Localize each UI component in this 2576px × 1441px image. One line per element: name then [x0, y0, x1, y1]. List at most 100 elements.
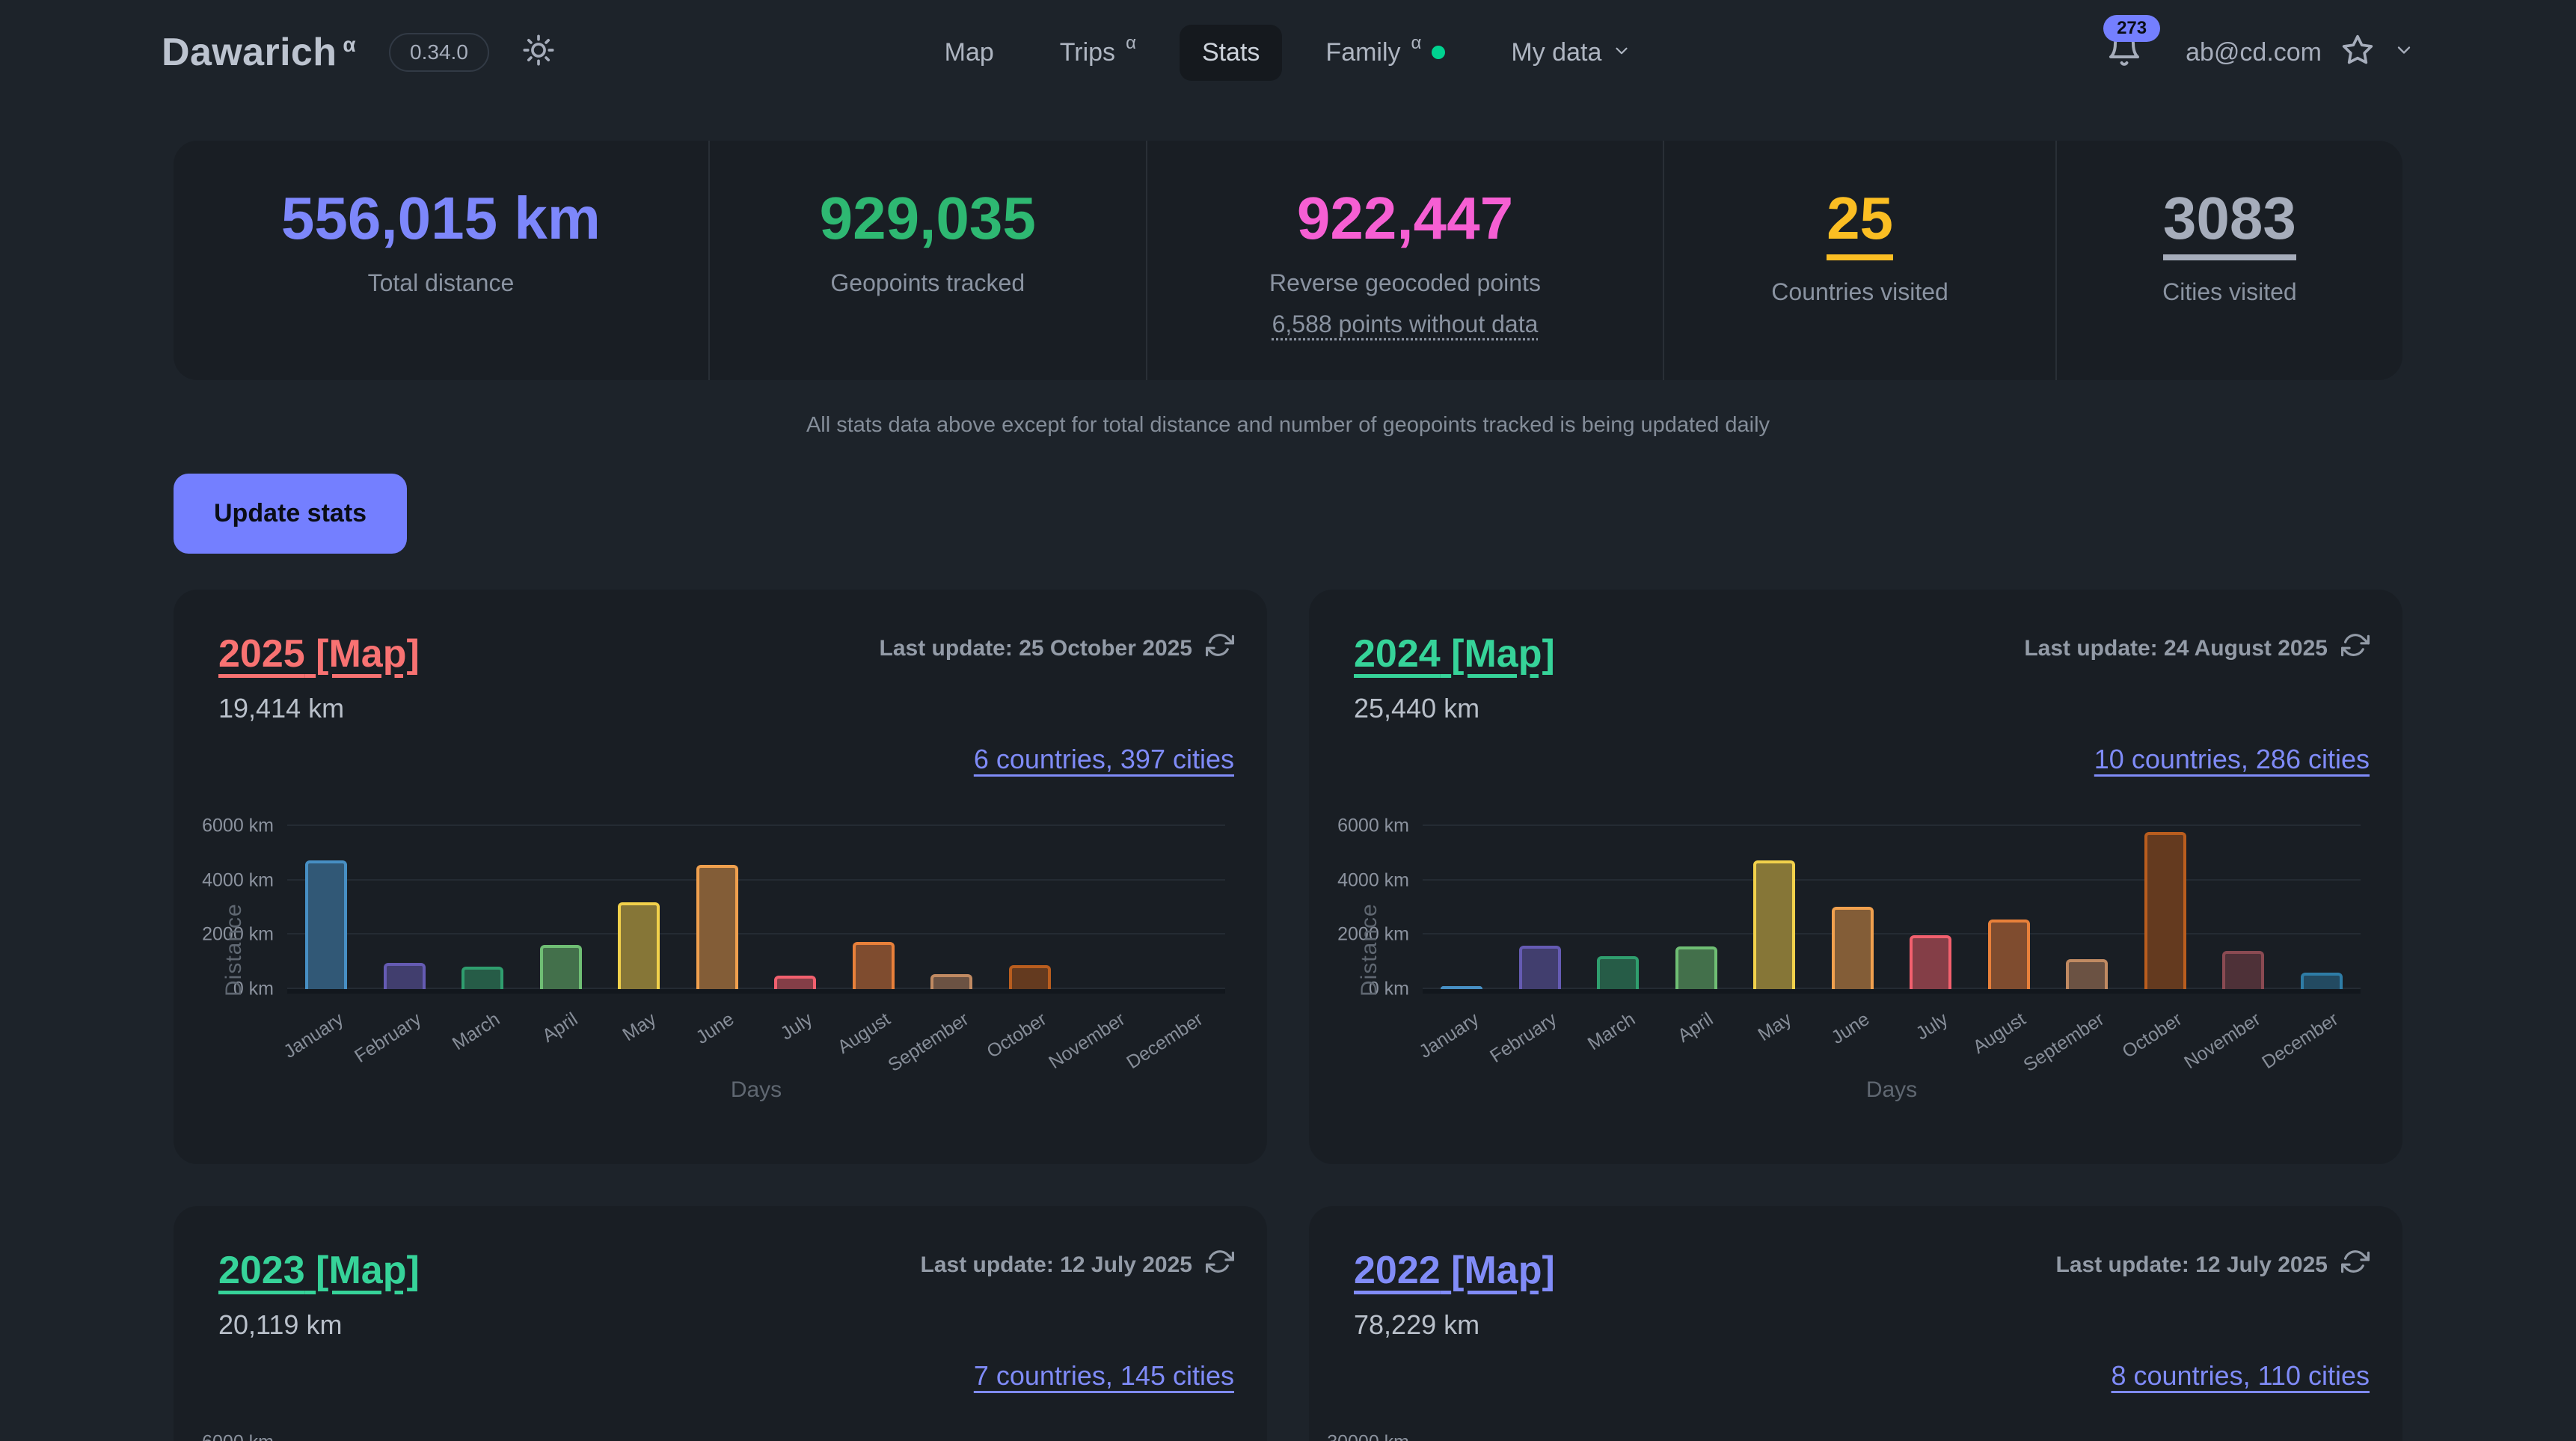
x-axis-tick: November [2180, 1009, 2265, 1074]
bar-july[interactable] [774, 976, 817, 989]
x-axis-tick: December [1123, 1009, 1207, 1074]
update-stats-button[interactable]: Update stats [174, 474, 408, 554]
stat-value: 25 [1827, 186, 1894, 260]
bar-april[interactable] [1675, 946, 1717, 989]
y-axis-tick: 6000 km [202, 1432, 274, 1441]
distance-bar-chart: 0 km10000 km20000 km30000 kmJanuaryFebru… [1327, 1401, 2370, 1441]
stat-value: 3083 [2162, 186, 2296, 260]
last-update-text: Last update: 25 October 2025 [879, 636, 1192, 661]
x-axis-tick: May [1754, 1009, 1796, 1046]
x-axis-tick: May [619, 1009, 660, 1046]
bar-october[interactable] [1008, 964, 1051, 989]
sun-icon [522, 34, 555, 72]
last-update-text: Last update: 12 July 2025 [920, 1252, 1193, 1277]
gridline [1423, 988, 2361, 989]
bar-december[interactable] [2300, 972, 2343, 989]
y-axis-tick: 0 km [1368, 978, 1409, 1000]
year-card-2024: 2024 [Map] Last update: 24 August 2025 2… [1309, 590, 2402, 1164]
stat-label: Reverse geocoded points [1269, 269, 1541, 296]
favorites-button[interactable] [2341, 34, 2374, 72]
stat-label: Countries visited [1771, 278, 1948, 305]
y-axis-tick: 6000 km [202, 815, 274, 836]
x-axis-tick: April [539, 1009, 582, 1047]
nav-item-trips[interactable]: Trips α [1037, 25, 1159, 81]
nav-item-family[interactable]: Family α [1303, 25, 1468, 81]
bar-september[interactable] [2066, 959, 2109, 989]
x-axis-tick: September [884, 1009, 973, 1077]
stat-cities-visited: 3083 Cities visited [2055, 141, 2402, 380]
refresh-icon[interactable] [2341, 1248, 2370, 1282]
user-menu-button[interactable] [2393, 40, 2414, 66]
countries-cities-link[interactable]: 8 countries, 110 cities [2111, 1360, 2370, 1391]
gridline [1423, 824, 2361, 826]
bar-may[interactable] [1753, 860, 1796, 989]
x-axis-tick: April [1674, 1009, 1717, 1047]
y-axis-title: Distance [1357, 903, 1381, 997]
refresh-icon[interactable] [1206, 1248, 1234, 1282]
bar-february[interactable] [1518, 945, 1561, 989]
notifications-button[interactable]: 273 [2103, 15, 2161, 73]
stat-value: 556,015 km [280, 185, 601, 251]
refresh-icon[interactable] [1206, 631, 1234, 666]
stat-label: Total distance [367, 269, 515, 296]
bar-october[interactable] [2144, 832, 2186, 989]
bar-august[interactable] [852, 942, 895, 989]
nav-item-stats[interactable]: Stats [1179, 24, 1283, 81]
year-distance: 19,414 km [218, 693, 345, 723]
bar-september[interactable] [930, 974, 973, 989]
main-nav: Map Trips α Stats Family α My data [922, 24, 1655, 81]
year-map-link[interactable]: 2024 [Map] [1354, 632, 1555, 676]
x-axis-tick: October [983, 1009, 1051, 1062]
x-axis-tick: December [2258, 1009, 2343, 1074]
countries-cities-link[interactable]: 7 countries, 145 cities [973, 1360, 1234, 1391]
x-axis-tick: August [1969, 1009, 2030, 1058]
bar-june[interactable] [1831, 906, 1874, 989]
year-map-link[interactable]: 2023 [Map] [218, 1249, 420, 1292]
gridline [287, 824, 1225, 826]
year-distance: 25,440 km [1354, 693, 1480, 723]
notification-count-badge: 273 [2103, 15, 2161, 42]
brand-logo[interactable]: Dawarich α [162, 31, 357, 74]
last-update-text: Last update: 24 August 2025 [2024, 636, 2328, 661]
x-axis-title: Days [730, 1077, 782, 1102]
gridline [1423, 933, 2361, 935]
theme-toggle-button[interactable] [522, 34, 555, 72]
bar-april[interactable] [539, 945, 582, 989]
x-axis-title: Days [1865, 1077, 1918, 1102]
bar-january[interactable] [1441, 985, 1483, 989]
bar-march[interactable] [461, 967, 504, 989]
x-axis-tick: January [280, 1009, 348, 1062]
family-online-dot [1432, 46, 1446, 59]
bar-november[interactable] [2222, 950, 2265, 989]
chevron-down-icon [2393, 40, 2414, 66]
countries-cities-link[interactable]: 10 countries, 286 cities [2094, 744, 2370, 774]
bar-january[interactable] [305, 860, 348, 989]
points-without-data-link[interactable]: 6,588 points without data [1272, 310, 1539, 337]
x-axis-tick: August [833, 1009, 895, 1058]
x-axis-tick: March [448, 1009, 504, 1055]
bar-august[interactable] [1987, 919, 2030, 989]
y-axis-tick: 4000 km [202, 869, 274, 891]
bar-july[interactable] [1910, 935, 1952, 989]
nav-item-map[interactable]: Map [922, 25, 1016, 81]
countries-cities-link[interactable]: 6 countries, 397 cities [973, 744, 1234, 774]
year-map-link[interactable]: 2022 [Map] [1354, 1249, 1555, 1292]
navbar-right: 273 ab@cd.com [2103, 15, 2414, 73]
nav-item-my-data[interactable]: My data [1488, 25, 1654, 81]
bar-february[interactable] [383, 962, 426, 989]
year-card-2023: 2023 [Map] Last update: 12 July 2025 20,… [174, 1206, 1267, 1441]
y-axis-tick: 0 km [233, 978, 274, 1000]
chevron-down-icon [1612, 38, 1631, 67]
gridline [287, 878, 1225, 881]
x-axis-tick: February [1486, 1009, 1561, 1067]
y-axis-tick: 2000 km [1337, 923, 1409, 945]
gridline [1423, 878, 2361, 881]
bar-may[interactable] [618, 902, 660, 989]
year-map-link[interactable]: 2025 [Map] [218, 632, 420, 676]
bar-march[interactable] [1597, 955, 1640, 989]
x-axis-tick: June [1827, 1009, 1874, 1049]
refresh-icon[interactable] [2341, 631, 2370, 666]
stats-update-note: All stats data above except for total di… [806, 413, 1770, 437]
bar-june[interactable] [696, 865, 738, 989]
